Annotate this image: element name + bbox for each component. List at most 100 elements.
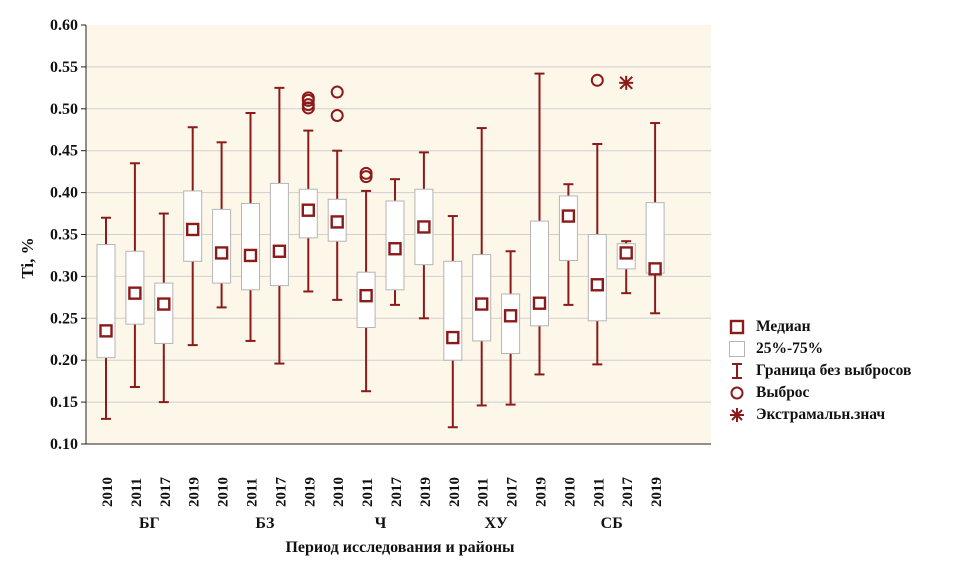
box-БЗ-2017: [269, 86, 289, 365]
x-tick-label-year: 2011: [360, 478, 376, 507]
plot-area: [86, 25, 711, 444]
box-ХУ-2019: [530, 72, 549, 376]
outlier-marker: [330, 85, 344, 99]
y-tick-label: 0.30: [50, 268, 78, 285]
median-square-icon: [726, 317, 748, 337]
box-БЗ-2010: [212, 141, 232, 309]
iqr-box: [530, 220, 549, 327]
median-marker: [214, 246, 229, 260]
box-БЗ-2011: [241, 111, 260, 342]
x-tick-label-year: 2017: [505, 477, 521, 508]
x-axis-title: Период исследования и районы: [285, 539, 515, 556]
whisker-icon: [726, 361, 748, 381]
x-tick-label-year: 2017: [389, 477, 405, 508]
iqr-box: [241, 202, 260, 291]
median-marker: [301, 203, 315, 217]
box-ХУ-2010: [443, 215, 463, 429]
y-tick-label: 0.45: [50, 143, 78, 160]
outlier-marker: [301, 91, 315, 105]
outlier-marker: [301, 98, 315, 112]
x-group-label: Ч: [375, 515, 387, 532]
median-marker: [532, 296, 547, 310]
box-ХУ-2017: [501, 250, 521, 406]
box-БГ-2011: [125, 162, 145, 389]
box-Ч-2010: [327, 85, 347, 301]
y-tick-label: 0.25: [50, 310, 78, 327]
iqr-box: [212, 208, 232, 284]
median-marker: [561, 209, 576, 223]
y-axis-title: Ti, %: [18, 237, 37, 278]
x-tick-label-year: 2011: [129, 478, 145, 507]
x-tick-label-year: 2010: [100, 477, 116, 507]
median-marker: [272, 244, 287, 258]
median-marker: [99, 324, 113, 338]
y-tick-label: 0.15: [50, 394, 78, 411]
box-СБ-2017: [616, 75, 636, 295]
box-ХУ-2011: [472, 127, 492, 407]
x-group-label: БГ: [139, 515, 160, 532]
legend-label-outlier: Выброс: [756, 384, 810, 401]
box-Ч-2017: [385, 178, 405, 306]
box-БГ-2017: [154, 212, 174, 404]
median-marker: [388, 242, 402, 256]
median-marker: [619, 246, 633, 260]
median-marker: [359, 288, 373, 303]
box-СБ-2019: [645, 122, 665, 315]
iqr-box: [501, 293, 521, 354]
x-tick-label-year: 2019: [649, 477, 665, 507]
y-tick-label: 0.60: [50, 17, 78, 34]
iqr-box: [558, 195, 578, 261]
median-marker: [157, 297, 171, 311]
x-group-label: ХУ: [485, 515, 509, 532]
outlier-marker: [590, 73, 604, 87]
outlier-circle-icon: [726, 383, 748, 403]
y-tick-label: 0.50: [50, 101, 78, 118]
median-marker: [128, 286, 142, 300]
x-group-label: СБ: [601, 515, 623, 532]
legend-item-extreme: Экстрамальн.знач: [726, 404, 958, 426]
x-tick-label-year: 2019: [187, 477, 203, 507]
iqr-box: [587, 234, 607, 322]
iqr-box: [269, 182, 289, 287]
x-tick-label-year: 2011: [476, 478, 492, 507]
x-tick-label-year: 2019: [418, 477, 434, 507]
x-tick-label-year: 2019: [534, 477, 550, 507]
legend-label-whisker: Граница без выбросов: [756, 362, 912, 379]
legend-item-box: 25%-75%: [726, 338, 958, 360]
x-tick-label-year: 2011: [245, 478, 261, 507]
y-tick-label: 0.35: [50, 227, 78, 244]
box-БЗ-2019: [298, 91, 318, 293]
iqr-box: [96, 244, 116, 359]
median-marker: [446, 330, 460, 345]
box-icon: [726, 339, 748, 359]
box-Ч-2011: [356, 166, 376, 393]
median-marker: [590, 278, 604, 292]
box-СБ-2010: [558, 183, 578, 306]
legend-label-extreme: Экстрамальн.знач: [756, 406, 886, 423]
x-tick-label-year: 2017: [620, 477, 636, 508]
median-marker: [185, 222, 200, 237]
legend-label-median: Медиан: [756, 318, 811, 335]
median-marker: [243, 248, 258, 263]
outlier-marker: [359, 166, 373, 180]
box-СБ-2011: [587, 73, 607, 366]
box-БГ-2010: [96, 216, 116, 420]
outlier-marker: [330, 109, 344, 123]
x-tick-label-year: 2010: [447, 477, 463, 507]
y-tick-label: 0.55: [50, 59, 78, 76]
box-БГ-2019: [183, 126, 203, 347]
iqr-box: [154, 282, 174, 344]
y-tick-label: 0.20: [50, 352, 78, 369]
legend-item-whisker: Граница без выбросов: [726, 360, 958, 382]
x-tick-label-year: 2017: [273, 477, 289, 508]
legend-item-outlier: Выброс: [726, 382, 958, 404]
median-marker: [417, 220, 431, 234]
y-tick-label: 0.10: [50, 436, 78, 453]
legend-label-box: 25%-75%: [756, 340, 824, 357]
x-tick-label-year: 2010: [216, 477, 232, 507]
x-tick-label-year: 2011: [591, 478, 607, 507]
x-group-label: БЗ: [255, 515, 275, 532]
x-tick-label-year: 2019: [302, 477, 318, 507]
